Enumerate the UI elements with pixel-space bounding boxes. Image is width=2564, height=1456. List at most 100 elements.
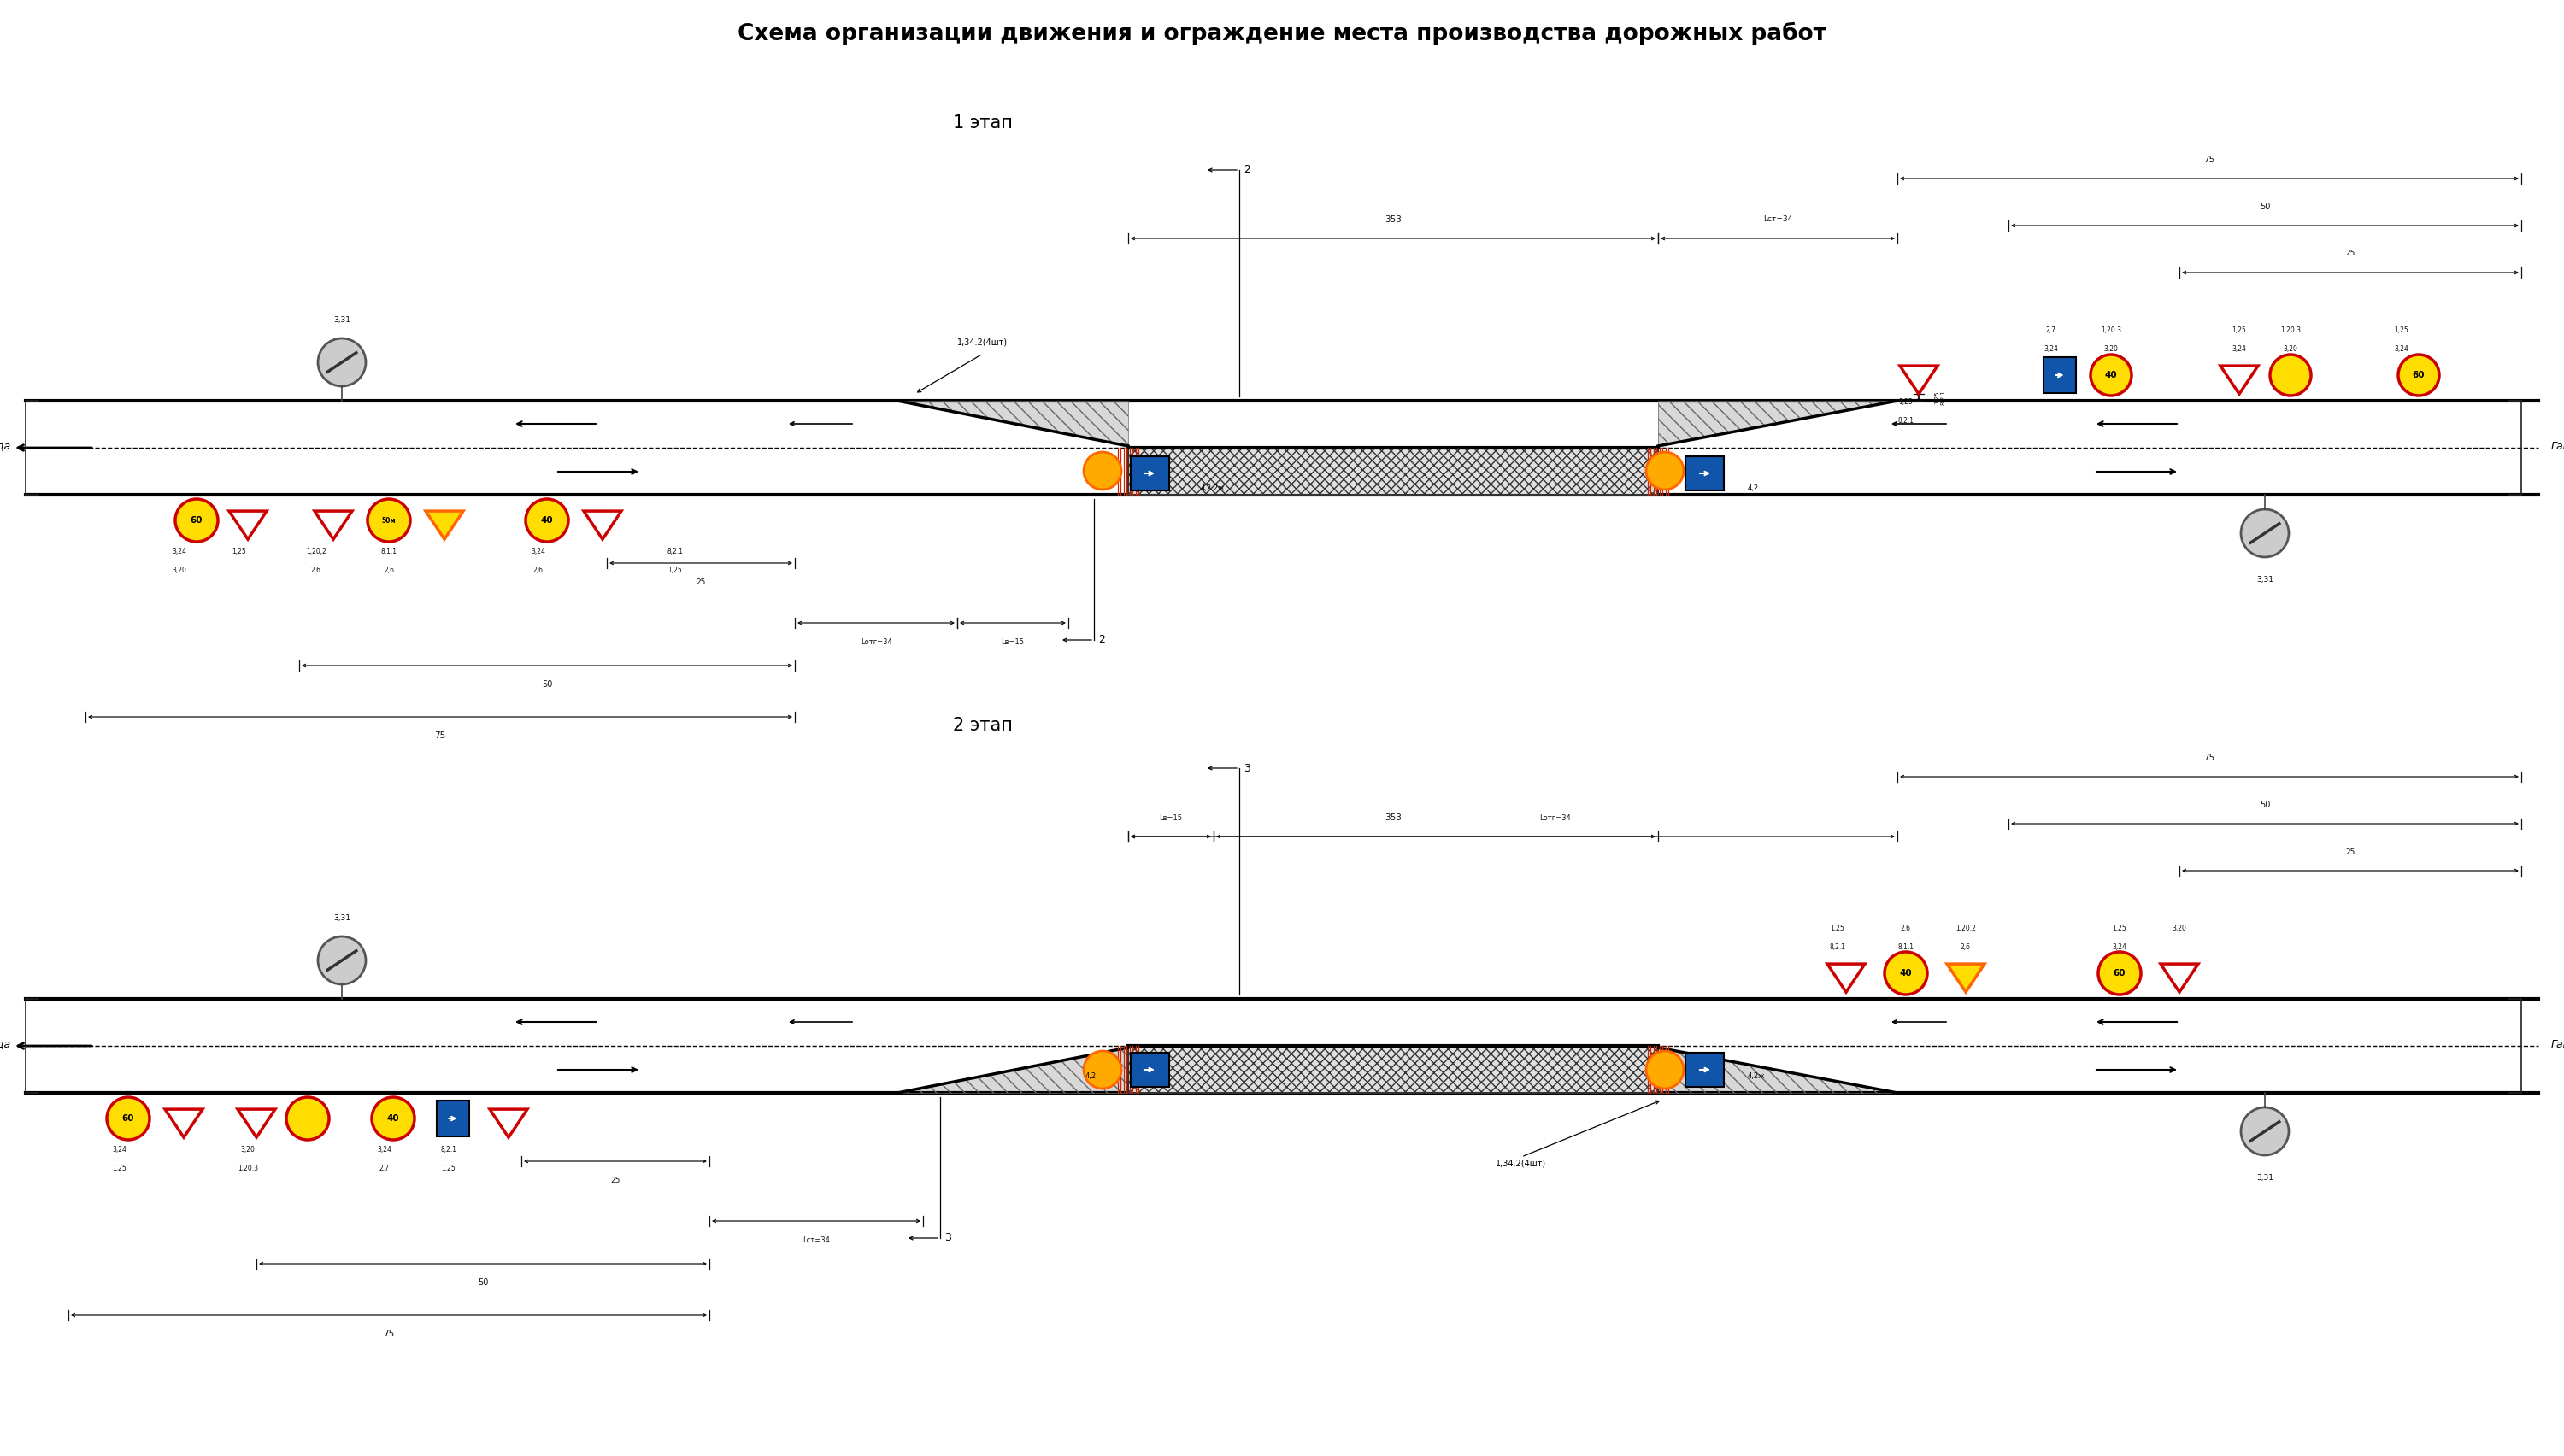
Text: 3: 3	[944, 1233, 951, 1243]
Bar	[26, 400, 897, 448]
Circle shape	[367, 499, 410, 542]
Circle shape	[318, 338, 367, 386]
Polygon shape	[426, 511, 464, 539]
Text: 75: 75	[382, 1329, 395, 1338]
Text: 50: 50	[477, 1278, 487, 1287]
Circle shape	[526, 499, 569, 542]
Circle shape	[2269, 355, 2310, 396]
Text: 2,6: 2,6	[533, 566, 544, 574]
Text: 8,2.1: 8,2.1	[1831, 943, 1846, 951]
Circle shape	[1085, 1051, 1120, 1089]
Text: 50: 50	[2259, 801, 2269, 810]
Text: 1,20,2: 1,20,2	[305, 547, 326, 555]
Polygon shape	[1828, 964, 1864, 992]
Bar	[26, 1045, 897, 1093]
Text: Большая Уда: Большая Уда	[0, 441, 10, 451]
Text: 40: 40	[1900, 968, 1913, 977]
Circle shape	[2097, 952, 2141, 994]
Text: Lотг=34: Lотг=34	[862, 638, 892, 645]
Text: 50: 50	[541, 680, 551, 689]
Circle shape	[2090, 355, 2131, 396]
Text: Lст=34: Lст=34	[1764, 215, 1792, 223]
Text: 75: 75	[2202, 156, 2215, 165]
Polygon shape	[1946, 964, 1985, 992]
Text: 2,7: 2,7	[379, 1165, 390, 1172]
Text: 1,25: 1,25	[2233, 326, 2246, 333]
Text: 8,1.1: 8,1.1	[379, 547, 397, 555]
Text: 8,2.1: 8,2.1	[1897, 416, 1913, 425]
Bar	[436, 1101, 469, 1137]
Text: 3,31: 3,31	[2256, 577, 2274, 584]
Polygon shape	[164, 1109, 203, 1137]
Circle shape	[1885, 952, 1928, 994]
Text: 25: 25	[610, 1176, 620, 1184]
Bar	[1131, 456, 1169, 491]
Text: 75: 75	[433, 731, 446, 740]
Text: Lв=15: Lв=15	[1000, 638, 1023, 645]
Polygon shape	[1900, 365, 1938, 395]
Bar	[1685, 1053, 1723, 1086]
Text: 1,20.2: 1,20.2	[1956, 925, 1977, 932]
Text: Lв=15: Lв=15	[1159, 814, 1182, 821]
Text: 1,25: 1,25	[441, 1165, 456, 1172]
Text: 3,20: 3,20	[241, 1146, 254, 1153]
Text: Гагино: Гагино	[2551, 441, 2564, 451]
Text: 1,25
8,2.1: 1,25 8,2.1	[1933, 390, 1946, 405]
Text: 3: 3	[1244, 763, 1251, 773]
Polygon shape	[2161, 964, 2197, 992]
Circle shape	[174, 499, 218, 542]
Circle shape	[287, 1098, 328, 1140]
Text: 3,31: 3,31	[333, 914, 351, 922]
Text: 4,2: 4,2	[1085, 1073, 1097, 1080]
Text: 2 этап: 2 этап	[954, 716, 1013, 734]
Polygon shape	[1659, 400, 1897, 446]
Text: 4,2: 4,2	[1749, 485, 1759, 492]
Text: 3,20: 3,20	[2172, 925, 2187, 932]
Polygon shape	[1659, 1047, 1897, 1093]
Text: 3,24: 3,24	[2233, 345, 2246, 352]
Circle shape	[318, 936, 367, 984]
Text: 2,6: 2,6	[1961, 943, 1972, 951]
Text: 3,31: 3,31	[333, 316, 351, 323]
Text: 3,24: 3,24	[377, 1146, 392, 1153]
Text: Lотг=34: Lотг=34	[1541, 814, 1572, 821]
Text: 1,25: 1,25	[233, 547, 246, 555]
Text: 1,25: 1,25	[2395, 326, 2408, 333]
Circle shape	[108, 1098, 149, 1140]
Text: 1,25: 1,25	[113, 1165, 126, 1172]
Bar	[26, 999, 2538, 1093]
Bar	[1897, 1045, 2538, 1093]
Text: 8,2.1: 8,2.1	[667, 547, 682, 555]
Text: 353: 353	[1385, 215, 1403, 224]
Text: Большая Уда: Большая Уда	[0, 1038, 10, 1050]
Text: 60: 60	[123, 1114, 133, 1123]
Text: 50: 50	[2259, 202, 2269, 211]
Text: 75: 75	[2202, 754, 2215, 761]
Text: 8,1.1: 8,1.1	[1897, 943, 1913, 951]
Text: Гагино: Гагино	[2551, 1038, 2564, 1050]
Bar	[26, 400, 2538, 495]
Polygon shape	[585, 511, 620, 539]
Text: 60: 60	[2113, 968, 2126, 977]
Text: 2,6: 2,6	[310, 566, 320, 574]
Polygon shape	[2220, 365, 2259, 395]
Text: 2: 2	[1244, 165, 1251, 176]
Text: 4,2.2ж: 4,2.2ж	[1200, 485, 1226, 492]
Text: 60: 60	[2413, 371, 2426, 380]
Text: 4,2ж: 4,2ж	[1749, 1073, 1767, 1080]
Text: 40: 40	[387, 1114, 400, 1123]
Text: 50м: 50м	[382, 517, 395, 524]
Circle shape	[2397, 355, 2438, 396]
Text: 8,2.1: 8,2.1	[441, 1146, 456, 1153]
Text: 2,6: 2,6	[385, 566, 395, 574]
Text: 60: 60	[190, 515, 203, 524]
Text: 1,34.2(4шт): 1,34.2(4шт)	[956, 338, 1008, 347]
Text: 1,20.3: 1,20.3	[238, 1165, 259, 1172]
Text: 25: 25	[2346, 250, 2356, 258]
Text: 1,25: 1,25	[2113, 925, 2126, 932]
Text: 40: 40	[541, 515, 554, 524]
Text: 3,20: 3,20	[2285, 345, 2297, 352]
Circle shape	[1646, 451, 1685, 489]
Text: Схема организации движения и ограждение места производства дорожных работ: Схема организации движения и ограждение …	[738, 22, 1826, 45]
Text: 3,24: 3,24	[172, 547, 187, 555]
